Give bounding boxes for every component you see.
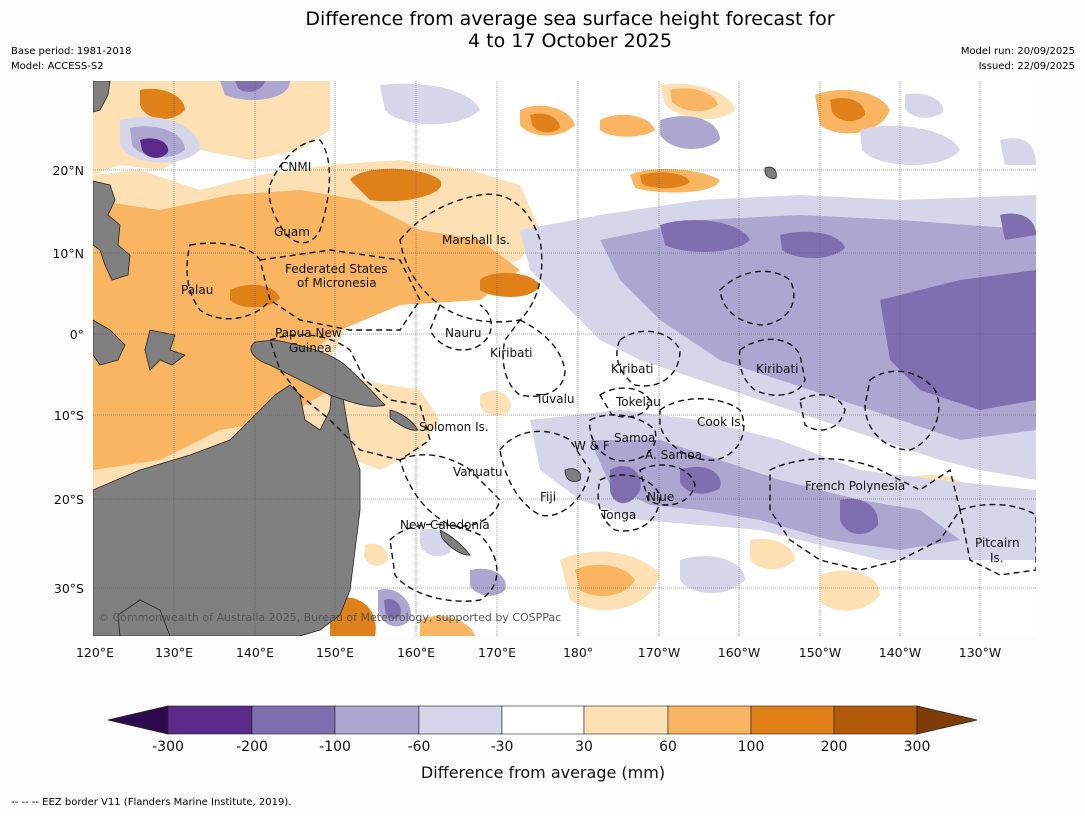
positive-anomaly-fields: [93, 81, 975, 636]
label-niue: Niue: [647, 490, 674, 504]
latitude-axis: 20°N 10°N 0° 10°S 20°S 30°S: [52, 163, 84, 596]
cb-tick-7: 60: [659, 739, 677, 755]
colorbar-arrow-high: [916, 705, 978, 735]
label-kiribati-east: Kiribati: [756, 362, 798, 376]
new-caledonia-land: [439, 529, 471, 556]
lon-label-150e: 150°E: [316, 645, 354, 660]
label-vanuatu: Vanuatu: [453, 465, 503, 479]
meta-left: Base period: 1981-2018 Model: ACCESS-S2: [11, 44, 131, 74]
label-nauru: Nauru: [445, 326, 481, 340]
colorbar-swatch-2: [251, 705, 336, 735]
label-tuvalu: Tuvalu: [535, 392, 575, 406]
cb-tick-5: -30: [491, 739, 514, 755]
lon-label-160e: 160°E: [397, 645, 435, 660]
label-fsm-1: Federated States: [285, 262, 387, 276]
label-png-1: Papua New: [275, 326, 342, 340]
label-samoa: Samoa: [614, 431, 655, 445]
cb-tick-10: 300: [904, 739, 931, 755]
lat-label-20s: 20°S: [54, 492, 84, 507]
lat-label-30s: 30°S: [54, 581, 84, 596]
new-guinea-land: [250, 339, 386, 407]
lon-label-170e: 170°E: [478, 645, 516, 660]
place-labels: CNMI Guam Marshall Is. Federated States …: [181, 160, 1020, 565]
model-run: Model run: 20/09/2025: [960, 46, 1075, 57]
label-american-samoa: A. Samoa: [645, 448, 702, 462]
label-cook: Cook Is.: [697, 415, 744, 429]
lon-label-170w: 170°W: [638, 645, 680, 660]
philippines-land: [93, 180, 131, 281]
colorbar-swatch-6: [583, 705, 669, 735]
lat-label-20n: 20°N: [52, 163, 84, 178]
base-period: Base period: 1981-2018: [11, 46, 132, 57]
cb-tick-6: 30: [575, 739, 593, 755]
meta-right: Model run: 20/09/2025 Issued: 22/09/2025: [961, 44, 1075, 74]
longitude-axis: 120°E 130°E 140°E 150°E 160°E 170°E 180°…: [76, 645, 1001, 660]
map-area: © Commonwealth of Australia 2025, Bureau…: [93, 81, 1036, 636]
sulawesi-land: [144, 329, 186, 371]
label-kiribati-central: Kiribati: [611, 362, 653, 376]
cb-tick-1: -300: [152, 739, 184, 755]
colorbar-swatch-8: [750, 705, 835, 735]
lat-label-10n: 10°N: [52, 246, 84, 261]
issued-date: Issued: 22/09/2025: [978, 61, 1075, 72]
lon-label-140w: 140°W: [879, 645, 921, 660]
taiwan-land: [93, 81, 111, 113]
lon-label-130w: 130°W: [959, 645, 1001, 660]
colorbar-swatch-9: [833, 705, 918, 735]
label-french-polynesia: French Polynesia: [805, 479, 905, 493]
title-line-1: Difference from average sea surface heig…: [305, 8, 835, 30]
graticule: [93, 81, 1036, 636]
chart-title: Difference from average sea surface heig…: [0, 8, 1085, 52]
cb-tick-9: 200: [821, 739, 848, 755]
cb-tick-4: -60: [408, 739, 431, 755]
title-line-2: 4 to 17 October 2025: [468, 30, 672, 52]
label-guam: Guam: [274, 225, 310, 239]
lat-label-0: 0°: [70, 327, 84, 342]
cb-tick-3: -100: [319, 739, 351, 755]
label-marshall: Marshall Is.: [442, 233, 510, 247]
eez-legend: -- -- -- EEZ border V11 (Flanders Marine…: [11, 797, 292, 808]
negative-anomaly-fields: [120, 81, 1036, 627]
new-zealand-north: [117, 599, 171, 636]
label-pitcairn-2: Is.: [990, 551, 1004, 565]
lon-label-150w: 150°W: [799, 645, 841, 660]
label-palau: Palau: [181, 283, 213, 297]
lon-label-140e: 140°E: [236, 645, 274, 660]
borneo-land: [93, 319, 126, 366]
lon-label-120e: 120°E: [76, 645, 114, 660]
lon-label-180: 180°: [563, 645, 593, 660]
colorbar-label: Difference from average (mm): [421, 763, 665, 782]
cb-tick-8: 100: [738, 739, 765, 755]
land-masses: [93, 81, 777, 636]
label-fsm-2: of Micronesia: [297, 276, 377, 290]
lat-label-10s: 10°S: [54, 408, 84, 423]
colorbar-swatch-4: [418, 705, 503, 735]
label-fiji: Fiji: [540, 490, 556, 504]
fiji-land: [564, 468, 582, 482]
colorbar-arrow-low: [107, 705, 169, 735]
cb-tick-2: -200: [236, 739, 268, 755]
lon-label-160w: 160°W: [718, 645, 760, 660]
colorbar: -300 -200 -100 -60 -30 30 60 100 200 300…: [107, 705, 978, 782]
colorbar-swatch-7: [667, 705, 752, 735]
label-tonga: Tonga: [600, 508, 636, 522]
label-pitcairn-1: Pitcairn: [975, 536, 1020, 550]
model-name: Model: ACCESS-S2: [11, 61, 104, 72]
label-cnmi: CNMI: [280, 160, 311, 174]
lon-label-130e: 130°E: [155, 645, 193, 660]
label-solomon: Solomon Is.: [419, 420, 489, 434]
label-tokelau: Tokelau: [615, 395, 661, 409]
colorbar-swatch-3: [334, 705, 420, 735]
label-new-caledonia: New Caledonia: [400, 518, 490, 532]
label-png-2: Guinea: [289, 341, 332, 355]
colorbar-swatch-5: [501, 705, 585, 735]
copyright-text: © Commonwealth of Australia 2025, Bureau…: [98, 611, 561, 624]
label-kiribati-west: Kiribati: [490, 346, 532, 360]
colorbar-swatch-1: [167, 705, 253, 735]
eez-borders: [186, 139, 1036, 602]
label-wallis-futuna: W & F: [574, 439, 610, 453]
